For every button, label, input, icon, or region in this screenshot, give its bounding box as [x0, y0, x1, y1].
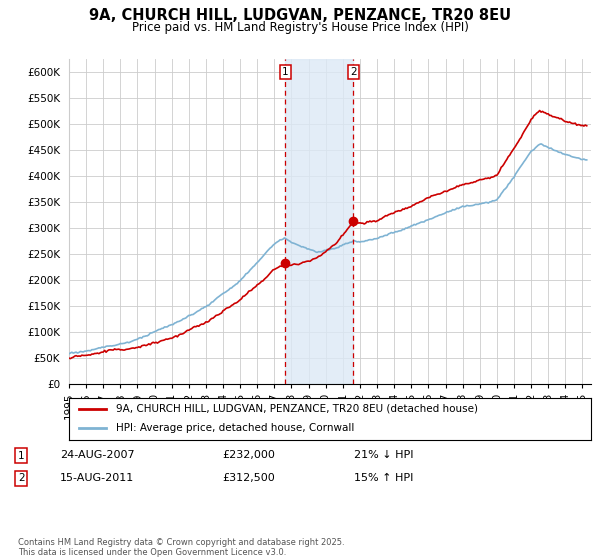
- 9A, CHURCH HILL, LUDGVAN, PENZANCE, TR20 8EU (detached house): [135, 343, 142, 350]
- HPI: Average price, detached house, Cornwall: (2.02e+03, 3.18e+05): Average price, detached house, Cornwall:…: [429, 215, 436, 222]
- HPI: Average price, detached house, Cornwall: (2e+03, 1.42e+05): Average price, detached house, Cornwall:…: [197, 306, 204, 313]
- 9A, CHURCH HILL, LUDGVAN, PENZANCE, TR20 8EU (detached house): [536, 107, 543, 114]
- Text: 1: 1: [18, 451, 25, 461]
- HPI: Average price, detached house, Cornwall: (2e+03, 5.74e+04): Average price, detached house, Cornwall:…: [65, 351, 73, 357]
- 9A, CHURCH HILL, LUDGVAN, PENZANCE, TR20 8EU (detached house): [198, 321, 205, 328]
- Text: 9A, CHURCH HILL, LUDGVAN, PENZANCE, TR20 8EU: 9A, CHURCH HILL, LUDGVAN, PENZANCE, TR20…: [89, 8, 511, 24]
- 9A, CHURCH HILL, LUDGVAN, PENZANCE, TR20 8EU (detached house): [431, 192, 438, 199]
- Text: 15-AUG-2011: 15-AUG-2011: [60, 473, 134, 483]
- HPI: Average price, detached house, Cornwall: (2.03e+03, 4.3e+05): Average price, detached house, Cornwall:…: [583, 157, 590, 164]
- Bar: [286, 59, 353, 384]
- 9A, CHURCH HILL, LUDGVAN, PENZANCE, TR20 8EU (detached house): [65, 355, 73, 362]
- HPI: Average price, detached house, Cornwall: (2e+03, 6.36e+04): Average price, detached house, Cornwall:…: [85, 347, 92, 354]
- 9A, CHURCH HILL, LUDGVAN, PENZANCE, TR20 8EU (detached house): [74, 353, 81, 360]
- 9A, CHURCH HILL, LUDGVAN, PENZANCE, TR20 8EU (detached house): [67, 355, 74, 362]
- 9A, CHURCH HILL, LUDGVAN, PENZANCE, TR20 8EU (detached house): [583, 123, 590, 129]
- 9A, CHURCH HILL, LUDGVAN, PENZANCE, TR20 8EU (detached house): [87, 352, 94, 358]
- Text: 2: 2: [18, 473, 25, 483]
- Text: 24-AUG-2007: 24-AUG-2007: [60, 450, 134, 460]
- Text: HPI: Average price, detached house, Cornwall: HPI: Average price, detached house, Corn…: [116, 423, 355, 433]
- HPI: Average price, detached house, Cornwall: (2.02e+03, 4.61e+05): Average price, detached house, Cornwall:…: [538, 141, 545, 147]
- Text: 21% ↓ HPI: 21% ↓ HPI: [354, 450, 413, 460]
- Line: 9A, CHURCH HILL, LUDGVAN, PENZANCE, TR20 8EU (detached house): 9A, CHURCH HILL, LUDGVAN, PENZANCE, TR20…: [69, 110, 587, 358]
- Line: HPI: Average price, detached house, Cornwall: HPI: Average price, detached house, Corn…: [69, 144, 587, 354]
- Text: 15% ↑ HPI: 15% ↑ HPI: [354, 473, 413, 483]
- Text: 9A, CHURCH HILL, LUDGVAN, PENZANCE, TR20 8EU (detached house): 9A, CHURCH HILL, LUDGVAN, PENZANCE, TR20…: [116, 404, 478, 414]
- Text: Contains HM Land Registry data © Crown copyright and database right 2025.
This d: Contains HM Land Registry data © Crown c…: [18, 538, 344, 557]
- Text: £312,500: £312,500: [222, 473, 275, 483]
- Text: 1: 1: [282, 67, 289, 77]
- Text: Price paid vs. HM Land Registry's House Price Index (HPI): Price paid vs. HM Land Registry's House …: [131, 21, 469, 34]
- Text: £232,000: £232,000: [222, 450, 275, 460]
- HPI: Average price, detached house, Cornwall: (2e+03, 6.03e+04): Average price, detached house, Cornwall:…: [68, 349, 76, 356]
- HPI: Average price, detached house, Cornwall: (2e+03, 6.05e+04): Average price, detached house, Cornwall:…: [73, 349, 80, 356]
- 9A, CHURCH HILL, LUDGVAN, PENZANCE, TR20 8EU (detached house): [70, 354, 77, 361]
- HPI: Average price, detached house, Cornwall: (2e+03, 8.53e+04): Average price, detached house, Cornwall:…: [134, 336, 141, 343]
- Text: 2: 2: [350, 67, 357, 77]
